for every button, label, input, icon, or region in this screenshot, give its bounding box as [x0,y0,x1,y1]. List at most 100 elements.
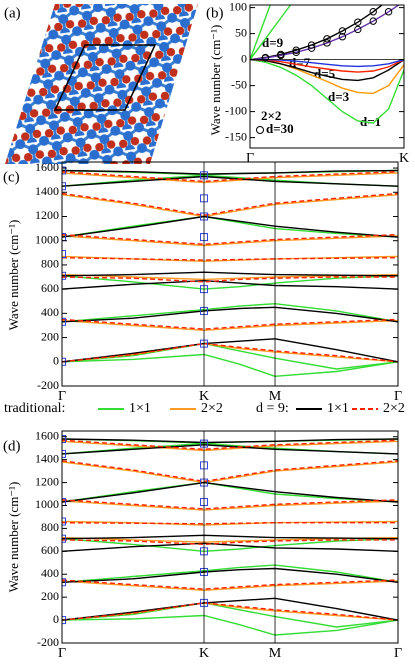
annotation: 2×2 [261,108,281,123]
legend-entry: 2×2 [383,401,405,416]
square-marker [62,435,66,444]
band-line [62,461,398,484]
legend-circle [256,126,264,134]
legend-entry: 2×2 [201,401,223,416]
band-line [62,194,398,218]
band-line [62,171,398,183]
band-line [62,602,398,621]
square-marker [62,534,66,543]
y-tick-label: 800 [41,520,59,534]
panel-label: (c) [3,169,20,185]
y-tick-label: 0 [53,612,59,626]
band-line [62,192,398,217]
y-tick-label: 1200 [35,208,59,222]
band-line [62,539,398,546]
circle-marker [307,44,316,52]
band-line [62,279,398,290]
y-tick-label: 400 [41,305,59,319]
band-line [62,342,398,363]
circle-marker [369,17,377,25]
circle-marker [307,41,316,49]
band-line [62,602,398,621]
x-tick-label: K [199,389,209,404]
band-line [62,499,398,510]
band-line [250,58,404,124]
y-axis-label: Wave number (cm⁻¹) [6,220,21,331]
y-tick-label: 600 [41,281,59,295]
circle-marker [277,51,285,60]
circle-marker [323,39,331,47]
band-line [62,481,398,503]
y-tick-label: 1600 [35,428,59,442]
band-line [62,614,398,636]
band-line [62,538,398,553]
structure-panel: (a) [4,4,198,164]
unit-cell [53,44,157,111]
annotation: d=30 [266,121,294,136]
band-line [62,438,398,444]
square-marker [62,578,66,587]
band-line [62,172,398,184]
band-line [62,215,398,238]
band-line [62,338,398,363]
x-tick-label: Γ [394,646,402,661]
band-line [62,257,398,261]
x-tick-label: Γ [246,151,254,166]
band-line [62,271,398,277]
panel-label: (a) [4,5,21,21]
band-line [250,5,292,61]
x-tick-label: Γ [394,389,402,404]
plot-frame [249,4,405,149]
square-marker [62,182,66,191]
band-line [250,58,404,82]
plot-area [62,435,398,636]
band-line [62,579,398,590]
y-tick-label: 1000 [35,232,59,246]
band-line [62,306,398,323]
band-line [62,542,398,552]
band-line [250,5,400,61]
band-line [62,342,398,363]
circle-marker [354,18,362,26]
plot-area [250,5,404,124]
y-tick-label: 1600 [35,160,59,174]
circle-marker [292,48,300,57]
band-line [62,567,398,583]
y-axis-label: Wave number (cm⁻¹) [208,25,223,136]
square-marker [62,250,66,259]
y-axis-label: Wave number (cm⁻¹) [6,482,21,593]
band-line [62,597,398,621]
band-line [250,5,384,61]
legend-group-label: traditional: [4,401,65,416]
band-line [62,500,398,511]
band-line [62,342,398,370]
y-tick-label: 600 [41,543,59,557]
y-tick-label: 800 [41,257,59,271]
band-line [62,439,398,451]
band-line [62,233,398,246]
square-marker [62,517,66,526]
x-tick-label: Γ [58,389,66,404]
square-marker [62,271,66,280]
band-line [62,481,398,503]
circle-marker [338,33,347,41]
y-tick-label: -200 [37,635,59,649]
x-tick-label: M [269,646,282,661]
y-tick-label: -150 [225,129,247,143]
band-line [62,580,398,592]
y-tick-label: -50 [231,77,247,91]
y-tick-label: 0 [241,51,247,65]
panel-label: (d) [3,438,21,454]
atoms [5,4,198,164]
band-line [250,5,271,60]
circle-marker [292,46,300,54]
square-marker [62,498,66,507]
band-line [250,58,404,73]
band-line [62,522,398,525]
band-line [62,440,398,452]
annotation: d=9 [262,35,284,50]
x-tick-label: M [269,389,282,404]
circle-marker [338,27,347,35]
plot-frame [61,430,399,644]
